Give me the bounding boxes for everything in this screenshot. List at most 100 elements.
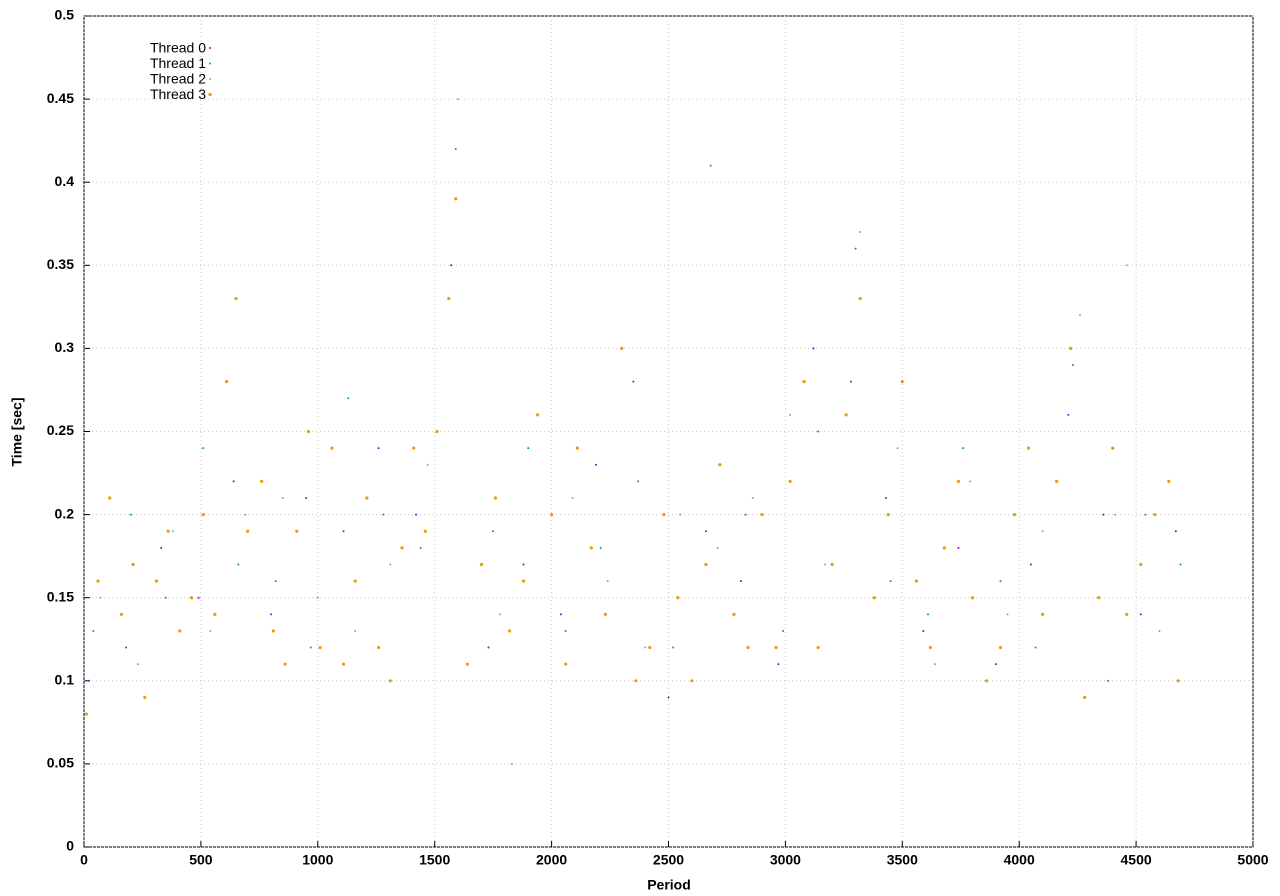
point — [423, 529, 427, 533]
point — [564, 662, 568, 666]
point — [999, 580, 1002, 583]
point — [704, 562, 708, 567]
point — [709, 164, 712, 167]
point — [84, 712, 88, 716]
point — [1153, 513, 1157, 517]
point — [816, 645, 820, 650]
point — [1029, 563, 1032, 566]
point — [271, 629, 275, 633]
y-axis-label: Time [sec] — [9, 398, 25, 467]
point — [1125, 264, 1128, 267]
point — [927, 613, 930, 616]
point — [637, 480, 640, 483]
point — [644, 646, 647, 649]
point — [746, 645, 750, 650]
point — [956, 479, 961, 483]
point — [589, 546, 593, 550]
point — [435, 429, 439, 434]
point — [970, 596, 975, 600]
point — [487, 646, 490, 649]
point — [465, 662, 470, 666]
point — [209, 629, 212, 632]
y-tick-label: 0.1 — [55, 672, 75, 688]
point — [739, 580, 742, 583]
legend-marker — [209, 78, 211, 80]
point — [419, 546, 422, 549]
point — [1071, 364, 1074, 367]
point — [922, 629, 925, 632]
point — [1114, 513, 1117, 516]
point — [270, 613, 273, 616]
point — [859, 231, 862, 234]
point — [99, 596, 102, 599]
point — [1158, 629, 1161, 632]
point — [830, 562, 834, 567]
point — [377, 447, 380, 450]
point — [849, 380, 852, 383]
point — [667, 696, 670, 699]
x-tick-label: 5000 — [1237, 852, 1268, 868]
point — [889, 580, 892, 583]
point — [789, 413, 792, 416]
point — [1083, 695, 1087, 700]
point — [1040, 612, 1045, 616]
point — [365, 496, 369, 500]
point — [1176, 679, 1180, 683]
point — [1078, 314, 1081, 317]
point — [353, 579, 357, 583]
point — [171, 530, 174, 533]
point — [237, 563, 240, 566]
point — [760, 513, 764, 517]
point — [131, 562, 135, 567]
point — [599, 546, 602, 549]
point — [603, 612, 607, 616]
point — [119, 612, 124, 616]
point — [1026, 446, 1031, 450]
point — [718, 463, 722, 467]
point — [450, 264, 453, 267]
point — [606, 580, 609, 583]
point — [984, 679, 989, 683]
point — [234, 296, 238, 301]
legend-marker — [208, 92, 212, 97]
point — [998, 645, 1003, 650]
point — [412, 446, 416, 450]
x-tick-label: 2000 — [536, 852, 567, 868]
point — [782, 629, 785, 632]
point — [1055, 479, 1059, 483]
point — [777, 663, 780, 666]
point — [872, 596, 876, 600]
point — [426, 463, 429, 466]
point — [744, 513, 747, 516]
point — [704, 530, 707, 533]
point — [479, 562, 484, 567]
point — [316, 596, 319, 599]
point — [1006, 613, 1009, 616]
point — [575, 446, 579, 450]
point — [125, 646, 128, 649]
point — [969, 480, 972, 483]
point — [213, 612, 217, 616]
point — [942, 546, 946, 550]
point — [1012, 513, 1017, 517]
point — [354, 629, 357, 632]
point — [716, 546, 719, 549]
point — [457, 98, 460, 101]
point — [341, 662, 346, 666]
point — [295, 529, 299, 533]
point — [318, 645, 322, 650]
point — [1179, 563, 1182, 566]
point — [493, 496, 498, 500]
point — [92, 629, 95, 632]
point — [1067, 413, 1070, 416]
point — [521, 579, 526, 583]
y-tick-label: 0.25 — [47, 422, 74, 438]
point — [896, 447, 899, 450]
x-tick-label: 500 — [189, 852, 213, 868]
point — [802, 380, 806, 384]
point — [499, 613, 502, 616]
legend-label: Thread 3 — [150, 86, 206, 102]
point — [1111, 446, 1115, 450]
point — [1167, 479, 1171, 483]
